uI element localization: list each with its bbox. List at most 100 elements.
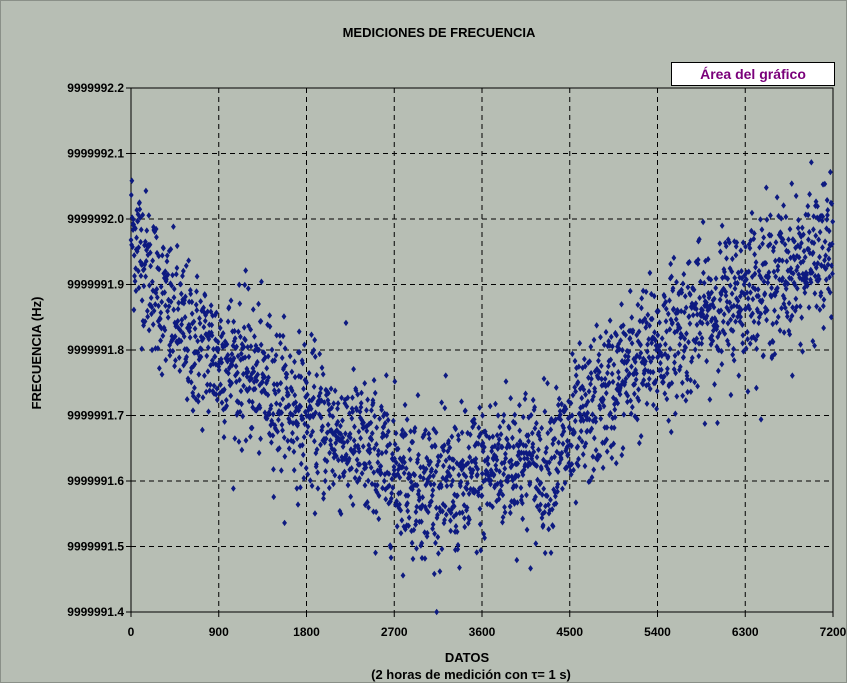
data-point [711,304,717,311]
data-point [433,504,439,512]
data-point [480,412,485,419]
data-point [496,436,502,443]
data-point [573,372,579,379]
data-point [542,549,548,557]
data-point [651,401,656,409]
data-point [528,411,534,419]
data-point [493,462,499,469]
data-point [728,316,734,323]
data-point [459,466,465,473]
data-point [369,430,375,437]
data-point [808,159,814,166]
data-point [311,346,317,354]
data-point [323,468,328,475]
data-point [808,279,814,286]
data-point [332,472,338,479]
data-point [740,332,746,339]
data-point [413,517,419,525]
data-point [317,389,323,397]
data-point [414,503,420,510]
data-point [694,311,700,318]
data-point [751,235,757,243]
data-point [285,437,291,445]
data-point [135,267,141,275]
data-point [717,240,723,247]
data-point [665,365,670,372]
data-point [679,332,685,339]
data-point [607,317,613,324]
data-point [682,309,687,316]
data-point [669,273,674,280]
data-point [286,445,292,452]
x-tick-label: 6300 [732,625,759,639]
data-point [205,368,211,375]
data-point [610,343,615,350]
data-point [431,472,436,480]
data-point [569,350,575,358]
data-point [431,570,437,578]
data-point [517,401,522,409]
data-point [548,549,554,556]
data-point [397,489,403,496]
data-point [646,354,652,361]
data-point [598,415,604,422]
data-point [327,449,333,457]
data-point [243,437,249,444]
data-point [340,434,346,441]
data-point [347,430,353,438]
data-point [679,379,685,386]
data-point [593,414,598,422]
data-point [464,480,470,487]
data-point [417,494,423,501]
data-point [825,211,830,219]
data-point [750,296,756,303]
data-point [456,471,462,479]
data-point [494,456,500,464]
data-point [541,485,547,492]
data-point [242,336,248,344]
data-point [433,468,439,475]
data-point [824,216,830,223]
data-point [823,276,829,283]
data-point [265,353,271,360]
data-point [230,357,236,364]
data-point [727,239,732,246]
data-point [719,222,725,229]
data-point [804,271,810,279]
data-point [378,469,384,477]
data-point [644,319,650,327]
data-point [759,226,765,233]
data-point [752,270,758,278]
data-point [139,297,145,304]
data-point [778,230,784,237]
data-point [254,377,260,384]
data-point [593,418,599,425]
data-point [179,321,185,328]
data-point [719,361,725,368]
data-point [172,333,178,340]
data-point [638,432,644,440]
data-point [399,517,405,524]
data-point [646,381,651,388]
data-point [426,461,432,468]
data-point [646,375,652,383]
data-point [221,406,226,413]
data-point [452,491,457,498]
data-point [219,359,225,366]
data-point [204,381,210,388]
data-point [624,367,630,374]
data-point [333,439,339,447]
data-point [802,289,808,296]
data-point [582,363,588,370]
data-point [715,419,720,427]
data-point [398,507,404,514]
data-point [730,327,736,335]
data-point [352,474,358,482]
data-point [817,306,823,313]
data-point [606,379,612,387]
data-point [611,424,617,432]
data-point [548,496,553,504]
data-point [290,438,296,445]
data-point [620,322,626,329]
